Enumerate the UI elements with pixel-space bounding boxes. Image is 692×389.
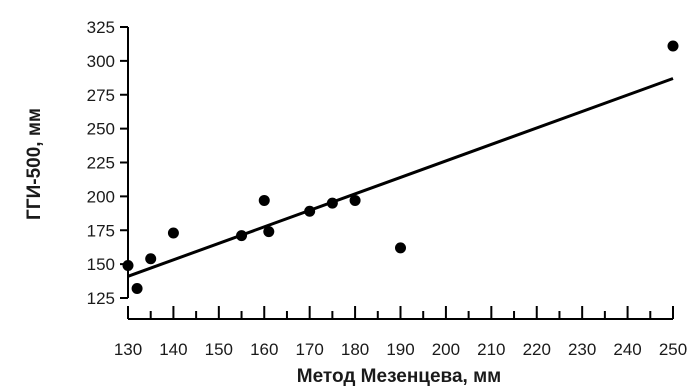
x-tick-label: 180: [341, 340, 369, 359]
x-tick-label: 250: [659, 340, 687, 359]
data-point: [349, 194, 361, 206]
data-point: [667, 40, 679, 52]
trendline-group: [127, 77, 674, 278]
y-tick-label: 275: [87, 86, 115, 105]
y-tick-label: 125: [87, 289, 115, 308]
x-axis-ticks: 130 140 150 160 170 180 190 200 210 220 230 240 250: [114, 306, 687, 359]
x-axis-title: Метод Мезенцева, мм: [297, 366, 501, 387]
data-point: [131, 283, 143, 295]
y-tick-label: 250: [87, 120, 115, 139]
x-tick-label: 130: [114, 340, 142, 359]
data-point: [258, 194, 270, 206]
x-tick-label: 170: [295, 340, 323, 359]
trendline: [127, 77, 674, 278]
data-points: [122, 40, 679, 295]
data-point: [263, 226, 275, 238]
x-tick-label: 190: [386, 340, 414, 359]
data-point: [167, 227, 179, 239]
data-point: [395, 242, 406, 254]
x-tick-label: 200: [432, 340, 460, 359]
x-tick-label: 210: [477, 340, 505, 359]
y-tick-label: 225: [87, 154, 115, 173]
data-point: [122, 259, 134, 271]
axes: [127, 27, 673, 320]
y-tick-label: 150: [87, 255, 115, 274]
y-tick-label: 200: [87, 187, 115, 206]
y-tick-label: 175: [87, 221, 115, 240]
data-point: [326, 197, 338, 209]
y-tick-label: 325: [87, 18, 115, 37]
data-point: [145, 253, 157, 265]
data-point: [304, 205, 316, 217]
x-tick-label: 160: [250, 340, 278, 359]
y-axis-ticks: 125 150 175 200 225 250 275 300 325: [87, 18, 128, 308]
x-tick-label: 230: [568, 340, 596, 359]
x-tick-label: 240: [613, 340, 641, 359]
x-tick-label: 150: [205, 340, 233, 359]
x-tick-label: 220: [523, 340, 551, 359]
data-point: [236, 230, 248, 242]
y-tick-label: 300: [87, 52, 115, 71]
y-axis-title: ГГИ-500, мм: [24, 108, 45, 220]
x-tick-label: 140: [159, 340, 187, 359]
